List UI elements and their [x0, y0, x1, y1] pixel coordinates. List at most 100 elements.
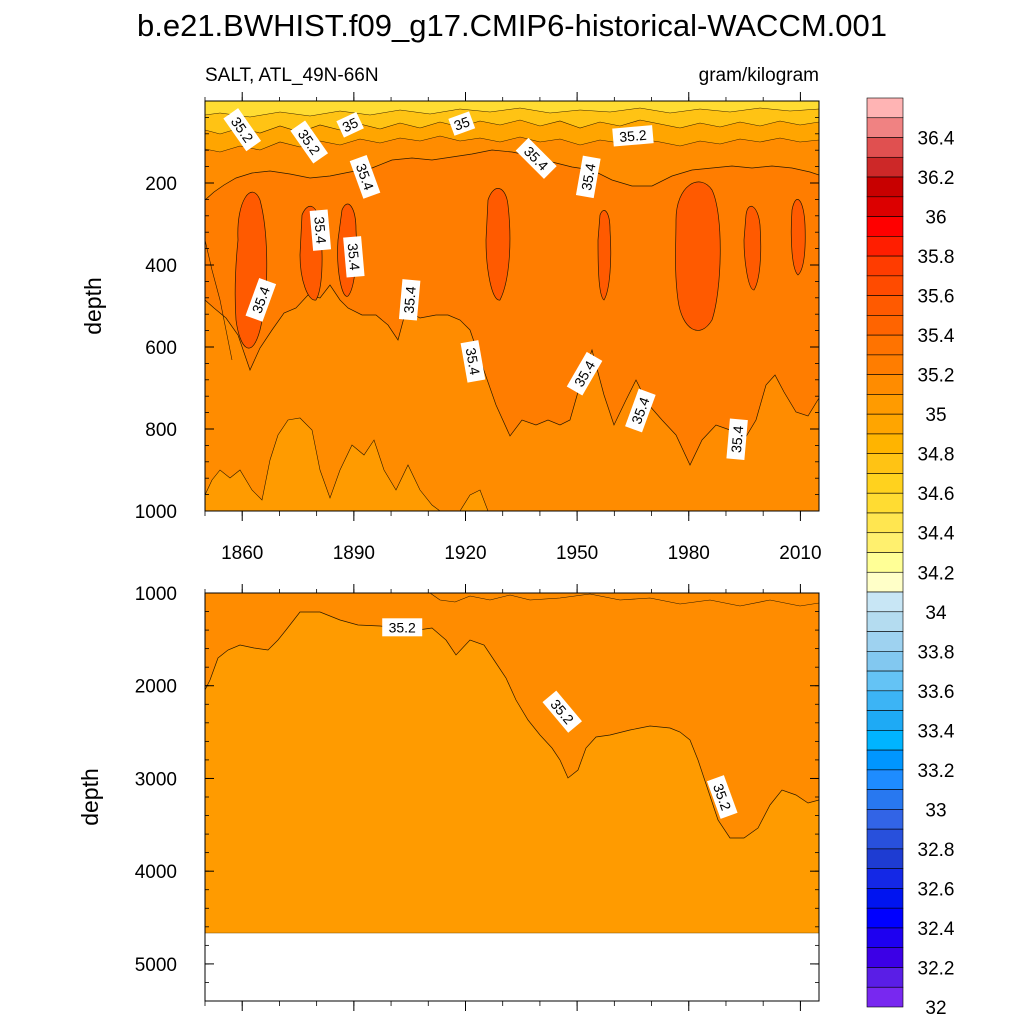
upper-xtick-label: 1890: [333, 543, 375, 564]
contour-label-box: [460, 340, 486, 383]
colorbar-box: [866, 690, 904, 711]
colorbar-label: 36.4: [918, 129, 955, 150]
figure-title: b.e21.BWHIST.f09_g17.CMIP6-historical-WA…: [137, 8, 887, 43]
upper-contour-label-8: 35.4: [309, 209, 332, 251]
contour-label-box: [343, 236, 365, 278]
colorbar-box: [866, 769, 904, 790]
colorbar-label: 36.2: [918, 168, 955, 189]
contour-label-box: [726, 418, 748, 460]
colorbar-label: 32.4: [918, 919, 955, 940]
colorbar-box: [866, 117, 904, 138]
colorbar-label: 32.6: [918, 879, 955, 900]
colorbar-label: 35.4: [918, 326, 955, 347]
colorbar-box: [866, 888, 904, 909]
units-label: gram/kilogram: [699, 65, 819, 86]
contour-label-text: 35.4: [463, 347, 484, 377]
upper-ylabel: depth: [80, 277, 106, 335]
colorbar-label: 34: [925, 603, 947, 624]
lower-ylabel: depth: [77, 768, 103, 826]
contour-label-text: 35.2: [389, 619, 416, 635]
colorbar-box: [866, 591, 904, 613]
colorbar-box: [866, 295, 904, 316]
contour-label-text: 35.2: [619, 127, 648, 145]
colorbar-box: [866, 710, 904, 731]
upper-panel-34-6-band: [205, 101, 819, 118]
contour-label-text: 35: [452, 113, 472, 133]
colorbar-box: [866, 749, 904, 771]
lens-1925: [485, 188, 511, 301]
upper-contour-label-4: 35.2: [612, 125, 654, 147]
colorbar-label: 35: [925, 405, 946, 426]
colorbar-box: [866, 532, 904, 553]
contour-label-box: [290, 120, 329, 164]
contour-label-box: [382, 618, 423, 637]
upper-ytick-label: 200: [145, 174, 177, 195]
colorbar-box: [866, 828, 904, 850]
colorbar-box: [866, 907, 904, 929]
contour-label-box: [706, 775, 738, 819]
contour-label-text: 35.4: [311, 216, 329, 245]
upper-panel-deep-35-0-region: [205, 417, 489, 511]
colorbar-box: [866, 651, 904, 672]
lower-ytick-label: 2000: [135, 677, 177, 698]
colorbar-label: 33.4: [918, 721, 955, 742]
upper-contour-label-15: 35.4: [726, 418, 748, 460]
upper-ytick-label: 400: [145, 256, 177, 277]
colorbar-box: [866, 927, 904, 949]
colorbar-box: [866, 413, 904, 435]
contour-label-box: [398, 279, 421, 321]
colorbar-label: 33.2: [918, 761, 955, 782]
contour-label-box: [566, 351, 603, 396]
colorbar-box: [866, 275, 904, 296]
colorbar-box: [866, 730, 904, 751]
upper-xtick-label: 1860: [221, 543, 263, 564]
colorbar-box: [866, 216, 904, 237]
contour-label-box: [542, 690, 582, 733]
contour-label-box: [448, 111, 476, 136]
contour-label-box: [575, 155, 601, 199]
contour-label-box: [336, 111, 364, 138]
upper-contour-label-12: 35.4: [460, 340, 486, 383]
lens-1953: [597, 210, 612, 301]
contour-label-text: 35.4: [401, 285, 419, 314]
colorbar-label: 36: [925, 208, 946, 229]
upper-contour-label-2: 35: [336, 111, 364, 138]
colorbar-box: [866, 176, 904, 198]
colorbar-box: [866, 453, 904, 474]
lower-panel-small-contour: [429, 593, 819, 607]
lower-ytick-label: 4000: [135, 862, 177, 883]
contour-label-box: [625, 388, 656, 433]
variable-label: SALT, ATL_49N-66N: [205, 65, 379, 86]
lens-2009: [790, 199, 806, 276]
upper-xtick-label: 2010: [779, 543, 821, 564]
upper-xtick-label: 1920: [444, 543, 486, 564]
colorbar-box: [866, 394, 904, 415]
lower-ytick-label: 1000: [135, 584, 177, 605]
colorbar-box: [866, 433, 904, 454]
colorbar-box: [866, 97, 904, 119]
colorbar-box: [866, 512, 904, 534]
colorbar-box: [866, 868, 904, 889]
contour-label-text: 35.4: [578, 162, 599, 192]
lower-contour-label-0: 35.2: [382, 618, 423, 637]
contour-label-box: [612, 125, 654, 147]
colorbar-label: 33.6: [918, 682, 955, 703]
colorbar-box: [866, 315, 904, 336]
colorbar-box: [866, 473, 904, 494]
colorbar-label: 34.2: [918, 563, 955, 584]
colorbar-box: [866, 789, 904, 810]
colorbar-box: [866, 986, 904, 1008]
contour-label-text: 35.4: [345, 243, 363, 272]
upper-ytick-label: 800: [145, 420, 177, 441]
colorbar-box: [866, 670, 904, 692]
colorbar-box: [866, 354, 904, 375]
colorbar-box: [866, 196, 904, 217]
lens-1998: [743, 205, 762, 291]
colorbar: 36.4 36.2 36 35.8 35.6 35.4 35.2 35 34.8 34.6 34.4…: [866, 97, 955, 1019]
colorbar-box: [866, 611, 904, 632]
lower-ytick-label: 3000: [135, 769, 177, 790]
upper-contour-label-3: 35: [448, 111, 476, 136]
colorbar-box: [866, 571, 904, 593]
